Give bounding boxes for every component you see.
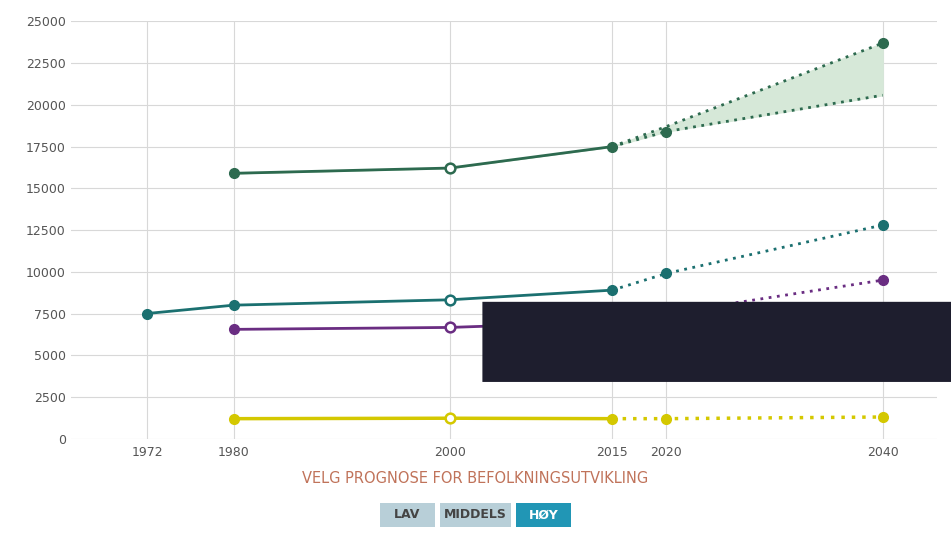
Text: VELG PROGNOSE FOR BEFOLKNINGSUTVIKLING: VELG PROGNOSE FOR BEFOLKNINGSUTVIKLING — [302, 471, 649, 486]
Text: HØY: HØY — [529, 508, 558, 522]
FancyBboxPatch shape — [482, 302, 951, 382]
Text: MIDDELS: MIDDELS — [444, 508, 507, 522]
Text: LAV: LAV — [395, 508, 420, 522]
